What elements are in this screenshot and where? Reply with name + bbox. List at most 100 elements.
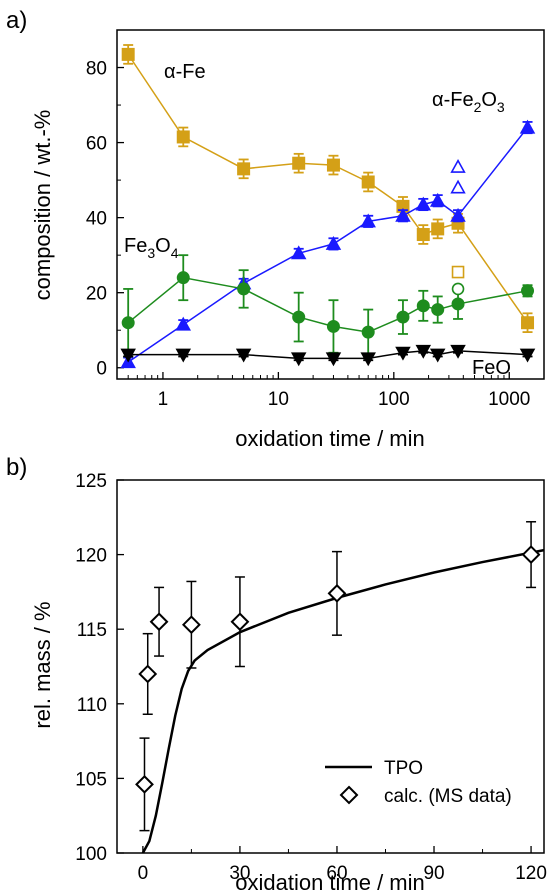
annotation-alpha-fe: α-Fe <box>164 61 206 83</box>
panel-a-label: a) <box>6 7 27 34</box>
series-fe3o4-point <box>416 299 430 313</box>
chart-a-xtick-label: 1 <box>158 389 169 410</box>
series-alpha-fe2o3-point <box>519 119 536 134</box>
series-feo-point <box>519 348 536 363</box>
chart-b-ytick-label: 105 <box>75 769 107 790</box>
series-alpha-fe2o3-open-point <box>450 159 466 173</box>
series-fe3o4-point <box>237 282 251 296</box>
chart-b-axes: 0 30 60 90 120 100 105 110 115 120 125 <box>75 471 547 884</box>
annotation-feo: FeO <box>472 357 511 379</box>
chart-b-ytick-label: 110 <box>77 695 107 716</box>
series-alpha-fe2o3-point <box>415 196 432 211</box>
series-alpha-fe-point <box>416 228 430 242</box>
chart-a-ytick-label: 20 <box>86 284 107 305</box>
series-alpha-fe-point <box>361 175 375 189</box>
series-alpha-fe-point <box>521 316 535 330</box>
annotation-alpha-fe2o3-sub: 2 <box>474 99 482 115</box>
annotation-fe3o4-mid: O <box>155 235 171 257</box>
chart-a-series <box>120 44 536 369</box>
chart-a: 1 10 100 1000 0 20 40 60 80 oxidation time / min… <box>30 29 545 451</box>
annotation-fe3o4-sub2: 4 <box>171 245 179 261</box>
legend-calc-label: calc. (MS data) <box>384 786 512 807</box>
series-fe3o4-point <box>176 271 190 285</box>
series-alpha-fe2o3-point <box>290 245 307 260</box>
series-alpha-fe-open-point <box>451 265 465 279</box>
annotation-fe3o4: Fe3O4 <box>124 235 179 261</box>
series-alpha-fe-point <box>176 130 190 144</box>
series-alpha-fe-point <box>326 158 340 172</box>
series-calc-point <box>138 664 158 684</box>
series-alpha-fe2o3-point <box>175 316 192 331</box>
series-feo-point <box>395 346 411 361</box>
series-fe3o4-point <box>292 310 306 324</box>
annotation-fe3o4-base: Fe <box>124 235 147 257</box>
series-calc-point <box>230 612 250 632</box>
series-calc-point <box>135 774 154 794</box>
series-feo-point <box>415 344 432 359</box>
series-fe3o4-point <box>396 310 410 324</box>
chart-a-frame <box>116 29 545 380</box>
series-fe3o4-point <box>521 284 535 298</box>
series-feo-point <box>290 352 307 367</box>
chart-b-ytick-label: 100 <box>75 844 107 865</box>
legend-diamond-icon <box>339 785 359 805</box>
panel-b-label: b) <box>6 454 27 481</box>
series-fe3o4-point <box>431 303 445 317</box>
legend-tpo-label: TPO <box>384 758 423 779</box>
series-alpha-fe2o3-point <box>395 207 411 222</box>
chart-b-xtick-label: 30 <box>229 863 250 884</box>
chart-b-ytick-label: 115 <box>77 620 107 641</box>
chart-b: 0 30 60 90 120 100 105 110 115 120 125 oxidation t… <box>30 471 547 893</box>
series-fe3o4-point <box>451 297 465 311</box>
legend: TPO calc. (MS data) <box>325 758 512 807</box>
series-feo-point <box>360 352 376 367</box>
chart-a-axes: 1 10 100 1000 0 20 40 60 80 <box>86 59 545 410</box>
series-feo-point <box>450 344 466 359</box>
chart-a-xtick-label: 100 <box>378 389 410 410</box>
chart-b-xtick-label: 60 <box>326 863 347 884</box>
series-fe3o4-point <box>121 316 135 330</box>
series-feo-point <box>325 352 342 367</box>
chart-b-xtick-label: 90 <box>423 863 444 884</box>
chart-b-series <box>135 521 545 854</box>
series-alpha-fe-point <box>237 162 251 176</box>
chart-a-ylabel: composition / wt.-% <box>30 110 55 301</box>
chart-a-xtick-label: 10 <box>268 389 289 410</box>
chart-b-xtick-label: 120 <box>515 863 547 884</box>
series-alpha-fe-point <box>292 156 306 170</box>
chart-a-ytick-label: 80 <box>86 59 107 80</box>
chart-b-frame <box>116 479 545 854</box>
series-alpha-fe2o3-point <box>450 207 466 222</box>
chart-b-ytick-label: 120 <box>75 546 107 567</box>
series-feo-point <box>120 348 136 363</box>
chart-a-ytick-label: 40 <box>86 209 107 230</box>
series-alpha-fe2o3-point <box>360 213 376 228</box>
series-alpha-fe2o3-point <box>325 235 342 250</box>
chart-a-xlabel: oxidation time / min <box>235 426 425 451</box>
series-calc-point <box>149 612 169 632</box>
series-feo-point <box>175 348 192 363</box>
series-alpha-fe-point <box>121 47 135 61</box>
annotation-alpha-fe2o3-sub2: 3 <box>497 99 505 115</box>
series-alpha-fe2o3-point <box>429 192 446 207</box>
series-feo-point <box>235 348 252 363</box>
chart-b-ylabel: rel. mass / % <box>30 601 55 728</box>
series-calc-point <box>521 545 541 565</box>
chart-b-ytick-label: 125 <box>75 471 107 492</box>
chart-a-xtick-label: 1000 <box>488 389 530 410</box>
chart-a-ytick-label: 0 <box>96 359 107 380</box>
series-feo-point <box>429 348 446 363</box>
series-fe3o4-point <box>326 319 340 333</box>
annotation-alpha-fe2o3: α-Fe2O3 <box>432 89 505 115</box>
series-fe3o4-open-point <box>451 282 465 296</box>
chart-b-xlabel: oxidation time / min <box>235 870 425 893</box>
series-fe3o4-point <box>361 325 375 339</box>
series-tpo-line <box>141 548 545 854</box>
chart-a-ytick-label: 60 <box>86 134 107 155</box>
chart-b-xtick-label: 0 <box>138 863 149 884</box>
annotation-alpha-fe2o3-mid: O <box>481 89 497 111</box>
annotation-fe3o4-sub: 3 <box>147 245 155 261</box>
series-alpha-fe2o3-open-point <box>450 179 466 194</box>
series-calc-point <box>327 583 347 603</box>
